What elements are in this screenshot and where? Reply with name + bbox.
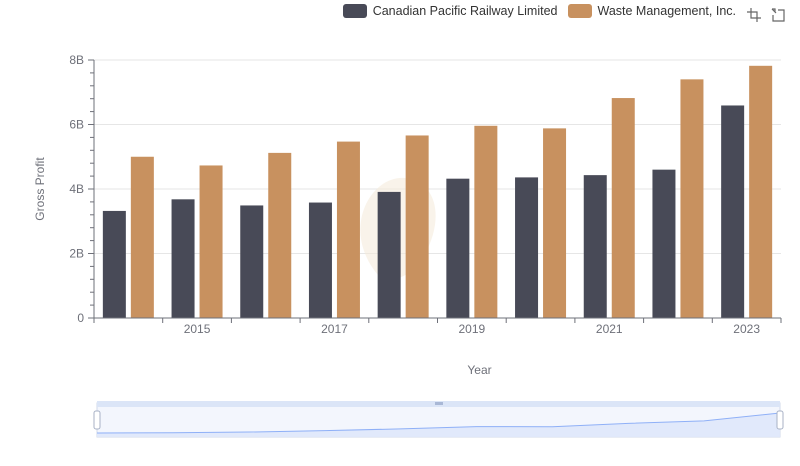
x-axis-title: Year — [467, 363, 491, 377]
toolbox — [746, 7, 786, 23]
y-tick-label: 2B — [69, 247, 84, 261]
bar — [680, 79, 704, 318]
legend-item-waste-management[interactable]: Waste Management, Inc. — [567, 4, 737, 18]
x-tick-label: 2019 — [458, 322, 485, 336]
legend-swatch-waste-management — [567, 4, 592, 18]
bar — [377, 191, 401, 318]
zoom-icon[interactable] — [746, 7, 762, 23]
bar — [171, 199, 195, 318]
bar — [336, 141, 360, 318]
bar — [308, 202, 332, 318]
y-tick-label: 8B — [69, 53, 84, 67]
bar — [130, 156, 154, 318]
y-axis-title: Gross Profit — [33, 157, 47, 221]
y-tick-label: 4B — [69, 182, 84, 196]
bar — [474, 125, 498, 318]
x-tick-label: 2017 — [321, 322, 348, 336]
bar — [749, 65, 773, 319]
restore-icon[interactable] — [770, 7, 786, 23]
bar — [543, 128, 567, 318]
zoom-slider-right-handle[interactable] — [776, 410, 784, 430]
bar — [446, 178, 470, 318]
bar — [268, 152, 292, 318]
x-tick-label: 2021 — [596, 322, 623, 336]
bar — [611, 98, 635, 319]
legend-label-canadian-pacific: Canadian Pacific Railway Limited — [372, 4, 558, 18]
bar — [199, 165, 223, 318]
bar — [583, 175, 607, 318]
y-tick-label: 6B — [69, 118, 84, 132]
zoom-slider-area — [97, 413, 780, 437]
zoom-slider-left-handle[interactable] — [93, 410, 101, 430]
zoom-slider-grip — [435, 402, 443, 405]
legend-label-waste-management: Waste Management, Inc. — [597, 4, 737, 18]
bar — [515, 177, 539, 318]
y-tick-label: 0 — [77, 311, 84, 325]
bar — [652, 169, 676, 318]
x-tick-label: 2015 — [184, 322, 211, 336]
legend-item-canadian-pacific[interactable]: Canadian Pacific Railway Limited — [342, 4, 558, 18]
x-tick-label: 2023 — [733, 322, 760, 336]
zoom-slider-line — [96, 412, 781, 434]
bar — [721, 105, 745, 318]
bar — [102, 210, 126, 318]
legend-swatch-canadian-pacific — [342, 4, 367, 18]
bar — [405, 135, 429, 318]
legend: Canadian Pacific Railway Limited Waste M… — [342, 4, 737, 18]
bar — [240, 205, 264, 318]
